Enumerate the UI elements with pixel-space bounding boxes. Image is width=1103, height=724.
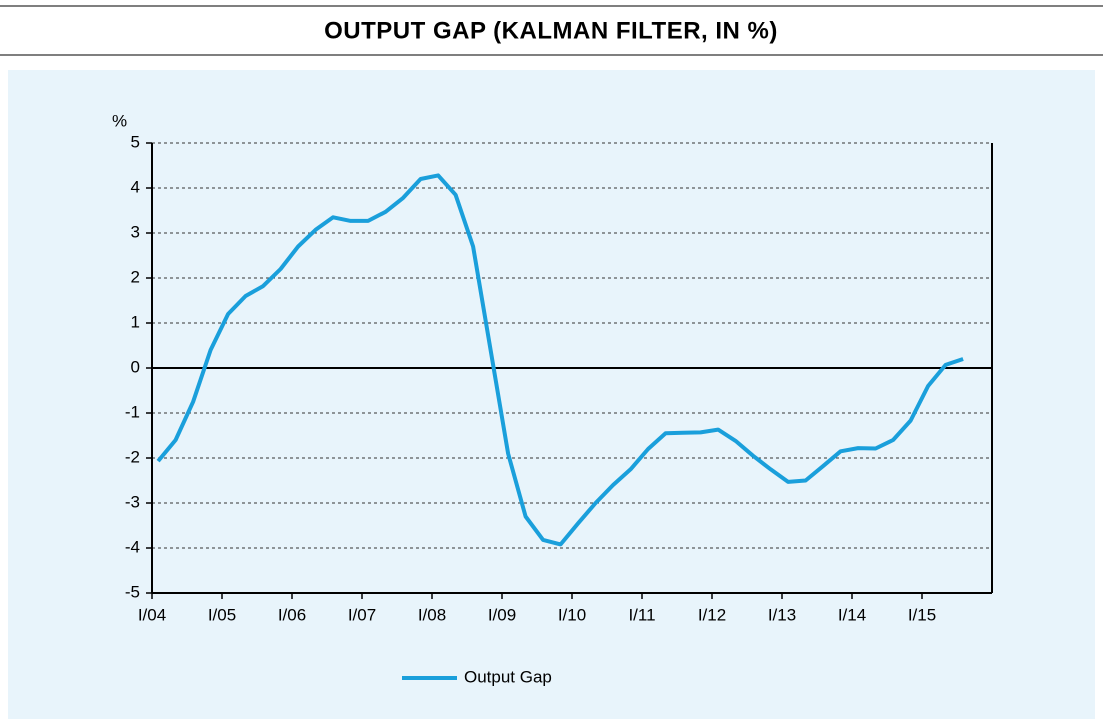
y-axis-label: % [112,111,127,130]
data-line [156,173,964,547]
y-tick-label: -1 [125,402,140,421]
y-tick-label: -4 [125,537,140,556]
plot-panel [8,70,1095,719]
y-tick-label: -5 [125,582,140,601]
y-tick-label: 0 [131,357,140,376]
chart-title: OUTPUT GAP (KALMAN FILTER, IN %) [324,17,778,44]
y-tick-label: 4 [131,177,140,196]
x-tick-label: I/06 [278,605,306,624]
x-tick-label: I/08 [418,605,446,624]
x-tick-label: I/14 [838,605,866,624]
x-tick-label: I/07 [348,605,376,624]
x-tick-label: I/04 [138,605,166,624]
legend-label: Output Gap [464,667,552,686]
y-tick-label: -3 [125,492,140,511]
y-tick-label: 2 [131,267,140,286]
x-tick-label: I/09 [488,605,516,624]
x-tick-label: I/15 [908,605,936,624]
y-tick-label: -2 [125,447,140,466]
y-tick-label: 5 [131,132,140,151]
y-tick-label: 1 [131,312,140,331]
x-tick-label: I/12 [698,605,726,624]
x-tick-label: I/10 [558,605,586,624]
y-tick-label: 3 [131,222,140,241]
x-tick-label: I/13 [768,605,796,624]
x-tick-label: I/05 [208,605,236,624]
x-tick-label: I/11 [628,605,655,624]
